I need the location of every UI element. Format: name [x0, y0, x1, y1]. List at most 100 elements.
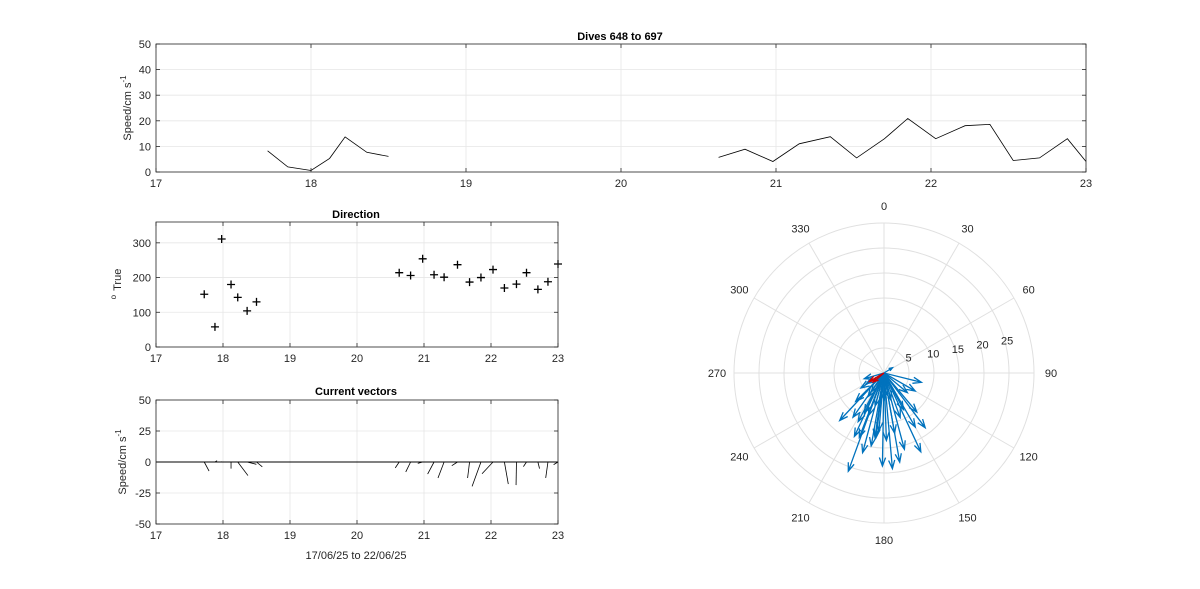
- direction-x-tick-label: 21: [418, 353, 430, 365]
- polar-vector-arrow: [878, 372, 887, 468]
- polar-angle-label: 270: [708, 368, 726, 380]
- polar-angle-label: 330: [791, 223, 809, 235]
- polar-radius-label: 5: [906, 353, 912, 365]
- polar-angle-label: 30: [961, 223, 973, 235]
- polar-vector-arrow: [883, 372, 901, 420]
- speed-x-tick-label: 23: [1080, 178, 1092, 190]
- direction-point: [418, 254, 427, 263]
- speed-y-tick-label: 40: [139, 65, 151, 77]
- speed-x-tick-label: 21: [770, 178, 782, 190]
- vectors-y-tick-label: 50: [139, 395, 151, 407]
- vectors-y-label-text: Speed/cm s: [117, 436, 129, 495]
- polar-angle-label: 0: [881, 201, 887, 213]
- direction-axes-box: [155, 221, 559, 348]
- vectors-stick: [247, 461, 257, 465]
- speed-y-label: Speed/cm s-1: [119, 75, 134, 141]
- speed-series-line: [267, 136, 389, 171]
- speed-series-line: [718, 117, 1087, 162]
- polar-spoke: [883, 297, 1015, 374]
- vectors-stick: [405, 461, 411, 473]
- direction-chart-title: Direction: [332, 209, 380, 221]
- direction-point: [252, 297, 261, 306]
- vectors-stick: [417, 461, 423, 464]
- vectors-axes: Current vectors Speed/cm s-1 17/06/25 to…: [114, 386, 564, 562]
- direction-y-tick-label: 100: [133, 307, 151, 319]
- speed-y-tick-label: 30: [139, 90, 151, 102]
- direction-x-tick-label: 22: [485, 353, 497, 365]
- direction-x-tick-label: 23: [552, 353, 564, 365]
- polar-spoke: [883, 242, 960, 374]
- direction-point: [500, 283, 509, 292]
- speed-chart-title: Dives 648 to 697: [577, 31, 663, 43]
- speed-axes: Dives 648 to 697 Speed/cm s-1 17 18 19 20 21…: [119, 31, 1092, 190]
- direction-point: [430, 270, 439, 279]
- vectors-stick: [203, 461, 210, 472]
- direction-y-label-sup: o: [109, 294, 118, 299]
- polar-angle-label: 210: [791, 513, 809, 525]
- polar-angle-label: 150: [958, 513, 976, 525]
- polar-radius-label: 15: [952, 344, 964, 356]
- direction-point: [217, 235, 226, 244]
- speed-x-tick-label: 17: [150, 178, 162, 190]
- vectors-stick: [214, 460, 218, 463]
- direction-point: [465, 278, 474, 287]
- speed-y-label-text: Speed/cm s: [122, 82, 134, 141]
- vectors-stick: [481, 461, 494, 475]
- speed-x-tick-label: 22: [925, 178, 937, 190]
- vectors-stick: [237, 461, 249, 476]
- direction-x-tick-label: 18: [217, 353, 229, 365]
- vectors-stick: [437, 461, 445, 479]
- speed-x-tick-label: 19: [460, 178, 472, 190]
- direction-y-tick-label: 300: [133, 238, 151, 250]
- vectors-stick: [523, 461, 527, 467]
- vectors-stick: [256, 461, 263, 468]
- polar-vector-arrow: [883, 372, 897, 435]
- polar-vector-arrow: [868, 372, 885, 448]
- direction-point: [489, 265, 498, 274]
- direction-x-tick-label: 20: [351, 353, 363, 365]
- vectors-x-tick-label: 20: [351, 530, 363, 542]
- polar-vector-arrow: [851, 372, 885, 419]
- vectors-x-tick-label: 23: [552, 530, 564, 542]
- polar-vector-arrow: [883, 372, 917, 392]
- polar-angle-label: 90: [1045, 368, 1057, 380]
- polar-vector-arrow: [883, 366, 895, 374]
- vectors-stick: [553, 461, 559, 465]
- speed-axes-box: [155, 43, 1087, 173]
- polar-vector-arrow: [853, 372, 885, 439]
- speed-x-tick-label: 18: [305, 178, 317, 190]
- vectors-y-tick-label: -50: [135, 519, 151, 531]
- vectors-x-tick-label: 18: [217, 530, 229, 542]
- direction-point: [522, 268, 531, 277]
- polar-angle-label: 300: [730, 285, 748, 297]
- polar-radius-label: 10: [927, 348, 939, 360]
- vectors-stick: [471, 461, 482, 487]
- polar-radius-label: 20: [976, 340, 988, 352]
- polar-vector-arrow: [883, 372, 909, 394]
- direction-point: [210, 322, 219, 331]
- direction-point: [476, 273, 485, 282]
- direction-point: [233, 293, 242, 302]
- direction-y-tick-label: 0: [145, 342, 151, 354]
- vectors-y-tick-label: -25: [135, 488, 151, 500]
- vectors-y-label-sup: -1: [114, 429, 123, 437]
- polar-angle-label: 180: [875, 535, 893, 547]
- direction-y-tick-label: 200: [133, 273, 151, 285]
- direction-point: [440, 273, 449, 282]
- polar-spoke: [753, 297, 885, 374]
- polar-vector-arrow: [883, 372, 896, 471]
- vectors-stick: [451, 461, 458, 467]
- direction-point: [533, 285, 542, 294]
- direction-point: [406, 271, 415, 280]
- direction-point: [200, 290, 209, 299]
- vectors-x-tick-label: 17: [150, 530, 162, 542]
- direction-x-tick-label: 19: [284, 353, 296, 365]
- polar-axes: 0 30 60 90 120 150 180 210 240 270 300 330 5 10 15 20 25: [708, 201, 1057, 547]
- direction-x-tick-label: 17: [150, 353, 162, 365]
- speed-y-tick-label: 50: [139, 39, 151, 51]
- direction-axes: Direction o True 17 18 19 20 21 22 23 0 100 200 300: [109, 209, 564, 365]
- polar-mean-arrow: [871, 372, 885, 384]
- speed-x-tick-label: 20: [615, 178, 627, 190]
- vectors-stick: [545, 461, 549, 479]
- polar-vector-arrow: [882, 372, 890, 443]
